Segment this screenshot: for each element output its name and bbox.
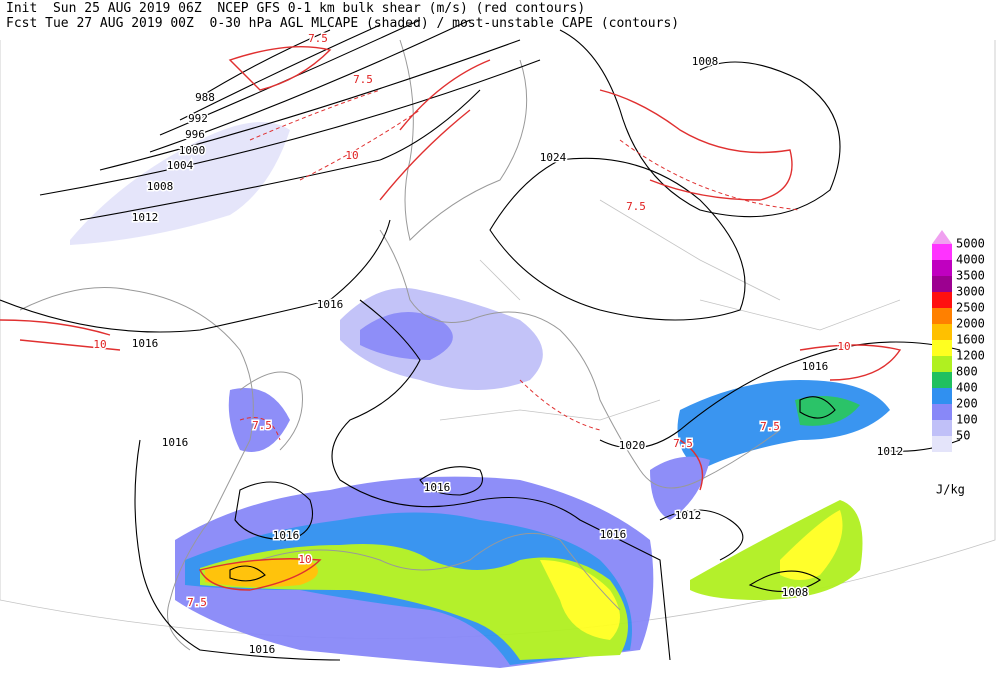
legend-label: 400 xyxy=(956,381,978,395)
shear-label: 7.5 xyxy=(626,200,646,213)
legend-swatch xyxy=(932,372,952,388)
legend-swatch xyxy=(932,356,952,372)
isobar-label: 1016 xyxy=(600,528,627,541)
isobar-label: 1016 xyxy=(273,529,300,542)
isobar-label: 1016 xyxy=(802,360,829,373)
shear-label: 7.5 xyxy=(187,596,207,609)
shear-label: 7.5 xyxy=(760,420,780,433)
isobar-label: 1008 xyxy=(692,55,719,68)
legend-label: 800 xyxy=(956,365,978,379)
isobar-labels: 988 992 996 1000 1004 1008 1012 1016 101… xyxy=(130,54,905,658)
legend-swatch xyxy=(932,324,952,340)
shear-label: 10 xyxy=(298,553,311,566)
isobar-label: 1012 xyxy=(132,211,159,224)
shear-labels: 7.5 7.5 7.5 7.5 7.5 10 10 10 10 7.5 7.5 xyxy=(92,31,852,611)
legend: 5000 4000 3500 3000 2500 2000 1600 1200 800 400 20… xyxy=(932,230,985,497)
isobar-label: 1024 xyxy=(540,151,567,164)
legend-swatch xyxy=(932,292,952,308)
shear-label: 10 xyxy=(93,338,106,351)
shear-label: 10 xyxy=(345,149,358,162)
isobar-label: 1008 xyxy=(147,180,174,193)
legend-swatch xyxy=(932,276,952,292)
legend-swatch xyxy=(932,388,952,404)
legend-label: 5000 xyxy=(956,237,985,251)
legend-swatch xyxy=(932,260,952,276)
legend-label: 1200 xyxy=(956,349,985,363)
header-line: Fcst Tue 27 AUG 2019 00Z 0-30 hPa AGL ML… xyxy=(6,16,679,31)
legend-swatch xyxy=(932,404,952,420)
legend-label: 2500 xyxy=(956,301,985,315)
isobar-label: 1012 xyxy=(675,509,702,522)
legend-unit: J/kg xyxy=(936,483,965,497)
legend-label: 3500 xyxy=(956,269,985,283)
legend-label: 2000 xyxy=(956,317,985,331)
isobar-label: 1008 xyxy=(782,586,809,599)
shear-label: 7.5 xyxy=(353,73,373,86)
shear-contours xyxy=(0,45,902,591)
isobar-label: 992 xyxy=(188,112,208,125)
legend-label: 4000 xyxy=(956,253,985,267)
isobar-label: 1016 xyxy=(317,298,344,311)
legend-label: 3000 xyxy=(956,285,985,299)
coastlines xyxy=(19,39,901,651)
isobar-label: 1012 xyxy=(877,445,904,458)
legend-label: 50 xyxy=(956,429,970,443)
header-line: Init Sun 25 AUG 2019 06Z NCEP GFS 0-1 km… xyxy=(6,1,585,16)
legend-label: 200 xyxy=(956,397,978,411)
isobars xyxy=(0,19,961,661)
legend-swatch xyxy=(932,436,952,452)
legend-swatch xyxy=(932,420,952,436)
isobar-label: 1004 xyxy=(167,159,194,172)
shear-label: 7.5 xyxy=(308,32,328,45)
isobar-label: 988 xyxy=(195,91,215,104)
isobar-label: 1000 xyxy=(179,144,206,157)
legend-label: 1600 xyxy=(956,333,985,347)
legend-swatch xyxy=(932,244,952,260)
isobar-label: 996 xyxy=(185,128,205,141)
isobar-label: 1016 xyxy=(132,337,159,350)
legend-swatch xyxy=(932,340,952,356)
isobar-label: 1016 xyxy=(162,436,189,449)
shear-label: 7.5 xyxy=(673,437,693,450)
legend-arrow xyxy=(932,230,952,244)
shear-label: 10 xyxy=(837,340,850,353)
cape-shading xyxy=(70,122,890,668)
legend-label: 100 xyxy=(956,413,978,427)
shear-label: 7.5 xyxy=(252,419,272,432)
legend-swatch xyxy=(932,308,952,324)
isobar-label: 1016 xyxy=(249,643,276,656)
isobar-label: 1020 xyxy=(619,439,646,452)
isobar-label: 1016 xyxy=(424,481,451,494)
